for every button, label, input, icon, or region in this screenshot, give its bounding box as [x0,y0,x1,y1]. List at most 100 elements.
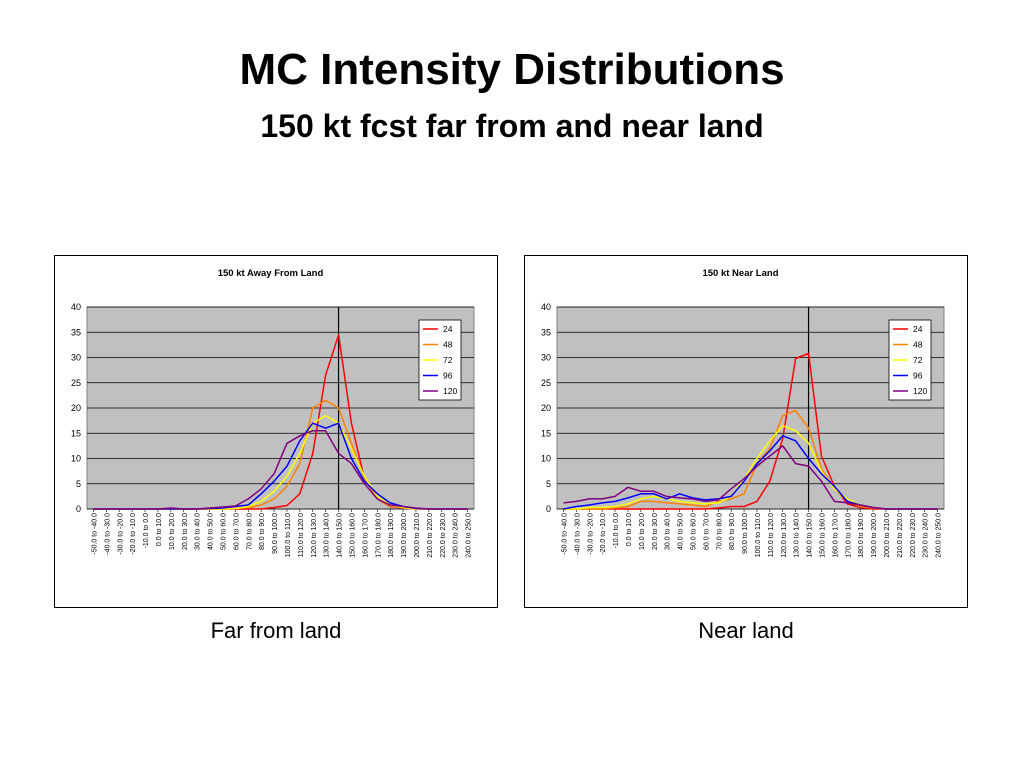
chart-title: 150 kt Near Land [702,268,778,279]
legend-label: 96 [443,371,453,381]
y-tick-label: 25 [71,378,81,388]
x-tick-label: 100.0 to 110.0 [285,513,292,557]
x-tick-label: 100.0 to 110.0 [755,513,762,557]
x-tick-label: 40.0 to 50.0 [208,513,215,550]
y-tick-label: 35 [71,327,81,337]
x-tick-label: 110.0 to 120.0 [768,513,775,557]
x-tick-label: -20.0 to -10.0 [600,513,607,555]
x-tick-label: 130.0 to 140.0 [324,513,331,558]
x-tick-label: 190.0 to 200.0 [401,513,408,558]
y-tick-label: 30 [541,353,551,363]
slide-subtitle: 150 kt fcst far from and near land [260,108,764,144]
x-tick-label: 190.0 to 200.0 [871,513,878,558]
x-tick-label: 160.0 to 170.0 [832,513,839,558]
y-tick-label: 10 [71,454,81,464]
x-tick-label: 10.0 to 20.0 [169,513,176,550]
legend-label: 48 [913,340,923,350]
x-tick-label: 220.0 to 230.0 [440,513,447,558]
x-tick-label: 70.0 to 80.0 [716,513,723,550]
x-tick-label: 50.0 to 60.0 [690,513,697,550]
y-tick-label: 25 [541,378,551,388]
legend-label: 120 [913,386,927,396]
x-tick-label: 200.0 to 210.0 [414,513,421,558]
x-tick-label: -40.0 to -30.0 [574,513,581,555]
x-tick-label: -50.0 to -40.0 [561,513,568,555]
x-tick-label: 240.0 to 250.0 [936,513,943,558]
x-tick-label: 90.0 to 100.0 [742,513,749,554]
caption-near-land: Near land [698,618,794,643]
x-tick-label: 20.0 to 30.0 [182,513,189,550]
x-tick-label: 180.0 to 190.0 [858,513,865,558]
y-tick-label: 0 [546,504,551,514]
x-tick-label: 120.0 to 130.0 [781,513,788,558]
y-tick-label: 20 [71,403,81,413]
x-tick-label: -10.0 to 0.0 [143,513,150,549]
series-line-120 [93,429,468,510]
legend-label: 24 [443,324,453,334]
x-tick-label: 60.0 to 70.0 [233,513,240,550]
chart-near-land: 150 kt Near Land 0 5 10 15 20 25 30 35 40 -50.0 to… [541,268,945,558]
x-tick-label: 0.0 to 10.0 [156,513,163,546]
x-tick-label: 120.0 to 130.0 [311,513,318,558]
x-tick-label: 90.0 to 100.0 [272,513,279,554]
x-tick-label: 130.0 to 140.0 [794,513,801,558]
x-tick-label: 30.0 to 40.0 [195,513,202,550]
x-tick-label: 210.0 to 220.0 [427,513,434,558]
x-tick-label: -20.0 to -10.0 [130,513,137,555]
x-tick-label: 180.0 to 190.0 [388,513,395,558]
x-tick-label: 150.0 to 160.0 [819,513,826,558]
caption-far-from-land: Far from land [210,618,342,643]
x-tick-label: 230.0 to 240.0 [923,513,930,558]
chart-title: 150 kt Away From Land [218,268,324,279]
chart-panel-near-land: 150 kt Near Land 0 5 10 15 20 25 30 35 40 -50.0 to… [524,255,968,608]
y-tick-label: 15 [541,428,551,438]
y-tick-label: 15 [71,428,81,438]
x-tick-label: -30.0 to -20.0 [587,513,594,555]
x-tick-label: -10.0 to 0.0 [613,513,620,549]
legend-label: 120 [443,386,457,396]
x-tick-label: 150.0 to 160.0 [349,513,356,558]
legend-label: 72 [443,355,453,365]
x-tick-label: 0.0 to 10.0 [626,513,633,546]
legend-label: 24 [913,324,923,334]
x-tick-label: 70.0 to 80.0 [246,513,253,550]
x-tick-label: 50.0 to 60.0 [220,513,227,550]
legend: 24 48 72 96 120 [888,319,932,401]
x-tick-label: -50.0 to -40.0 [91,513,98,555]
x-tick-label: 140.0 to 150.0 [337,513,344,558]
series-line-120 [563,445,938,510]
y-tick-label: 10 [541,454,551,464]
x-tick-label: 230.0 to 240.0 [453,513,460,558]
x-tick-label: 60.0 to 70.0 [703,513,710,550]
x-tick-label: 80.0 to 90.0 [729,513,736,550]
x-tick-label: 20.0 to 30.0 [652,513,659,550]
chart-panel-away-from-land: 150 kt Away From Land 0 5 10 15 20 25 30 35 40 -50… [54,255,498,608]
x-tick-label: 170.0 to 180.0 [845,513,852,558]
x-tick-label: 40.0 to 50.0 [678,513,685,550]
x-tick-label: 110.0 to 120.0 [298,513,305,557]
y-tick-label: 35 [541,327,551,337]
x-tick-label: 140.0 to 150.0 [807,513,814,558]
x-tick-label: 160.0 to 170.0 [362,513,369,558]
y-tick-label: 40 [541,302,551,312]
x-tick-label: 210.0 to 220.0 [897,513,904,558]
legend: 24 48 72 96 120 [418,319,462,401]
slide-title: MC Intensity Distributions [239,45,785,94]
y-tick-label: 40 [71,302,81,312]
x-tick-label: 30.0 to 40.0 [665,513,672,550]
y-tick-label: 30 [71,353,81,363]
y-tick-label: 5 [76,479,81,489]
y-tick-label: 5 [546,479,551,489]
legend-label: 48 [443,340,453,350]
series-line-24 [563,352,938,510]
x-tick-label: 200.0 to 210.0 [884,513,891,558]
x-tick-label: 80.0 to 90.0 [259,513,266,550]
y-tick-label: 20 [541,403,551,413]
x-tick-label: 10.0 to 20.0 [639,513,646,550]
y-tick-label: 0 [76,504,81,514]
x-tick-label: 220.0 to 230.0 [910,513,917,558]
chart-away-from-land: 150 kt Away From Land 0 5 10 15 20 25 30 35 40 -50… [71,268,475,558]
x-tick-label: -40.0 to -30.0 [104,513,111,555]
x-tick-label: 170.0 to 180.0 [375,513,382,558]
legend-label: 96 [913,371,923,381]
